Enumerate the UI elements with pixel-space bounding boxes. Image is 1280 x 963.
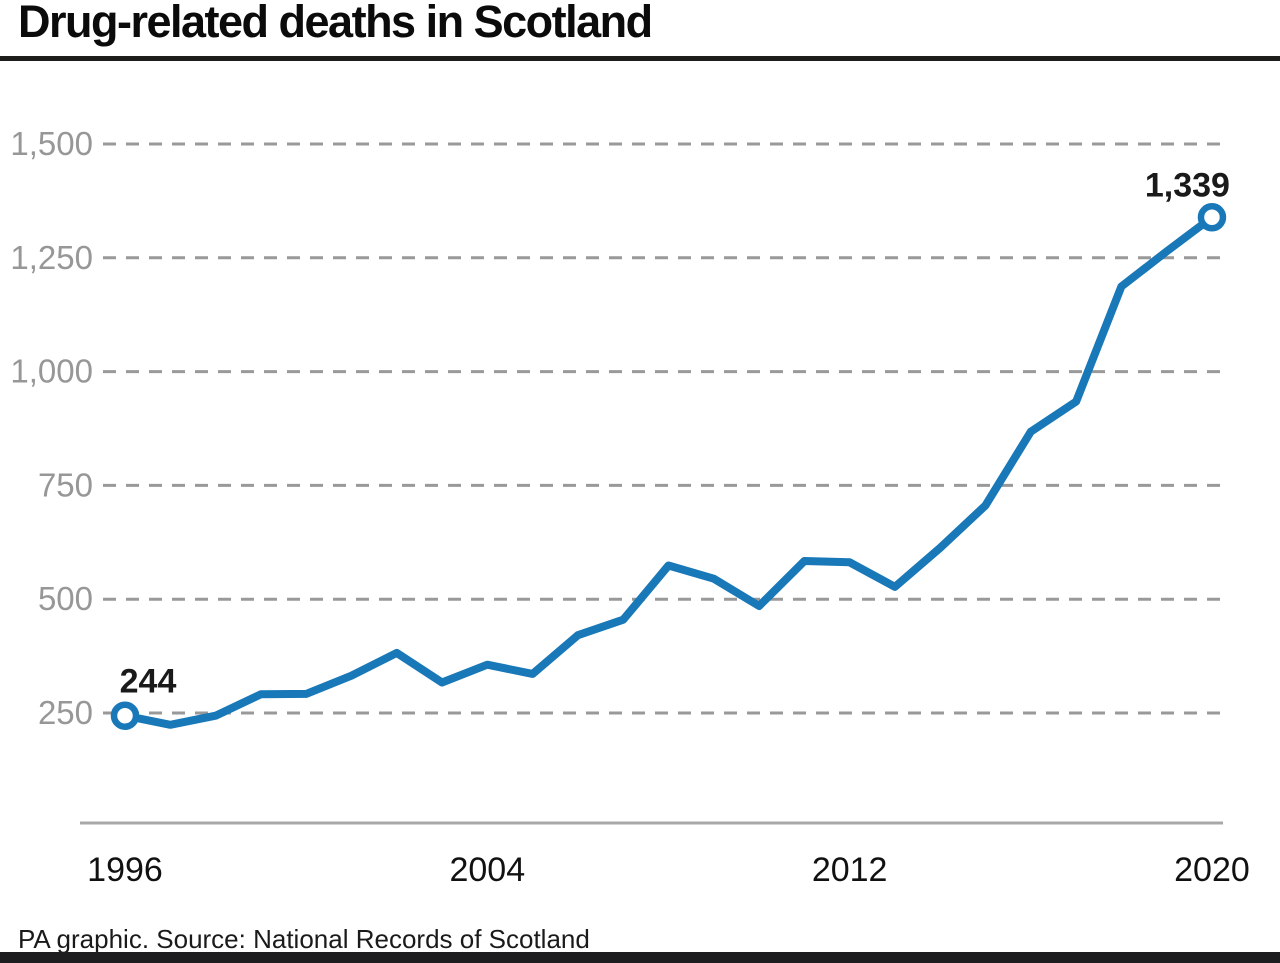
x-tick-label: 2012 bbox=[812, 851, 888, 889]
bottom-accent-bar bbox=[0, 952, 1280, 963]
x-tick-label: 2004 bbox=[449, 851, 525, 889]
annotations-group: 244 1,339 bbox=[120, 166, 1230, 700]
last-point-marker bbox=[1197, 203, 1227, 232]
first-point-marker bbox=[110, 701, 140, 730]
y-tick-label: 1,500 bbox=[10, 125, 93, 162]
gridlines-group bbox=[103, 142, 1223, 715]
x-tick-label: 1996 bbox=[87, 851, 163, 889]
title-rule bbox=[0, 56, 1280, 61]
source-attribution: PA graphic. Source: National Records of … bbox=[18, 924, 590, 954]
data-series-group bbox=[110, 203, 1227, 730]
chart-title: Drug-related deaths in Scotland bbox=[18, 0, 653, 47]
x-tick-label: 2020 bbox=[1174, 851, 1250, 889]
last-value-label: 1,339 bbox=[1145, 166, 1230, 204]
y-tick-label: 500 bbox=[38, 580, 93, 617]
deaths-trend-line bbox=[121, 213, 1216, 729]
y-tick-label: 1,250 bbox=[10, 239, 93, 276]
first-value-label: 244 bbox=[120, 663, 177, 701]
y-tick-label: 250 bbox=[38, 694, 93, 731]
y-axis-labels-group: 250 500 750 1,000 1,250 1,500 bbox=[10, 125, 93, 731]
y-tick-label: 1,000 bbox=[10, 353, 93, 390]
x-axis-group: 1996 2004 2012 2020 bbox=[80, 821, 1250, 889]
y-tick-label: 750 bbox=[38, 466, 93, 503]
